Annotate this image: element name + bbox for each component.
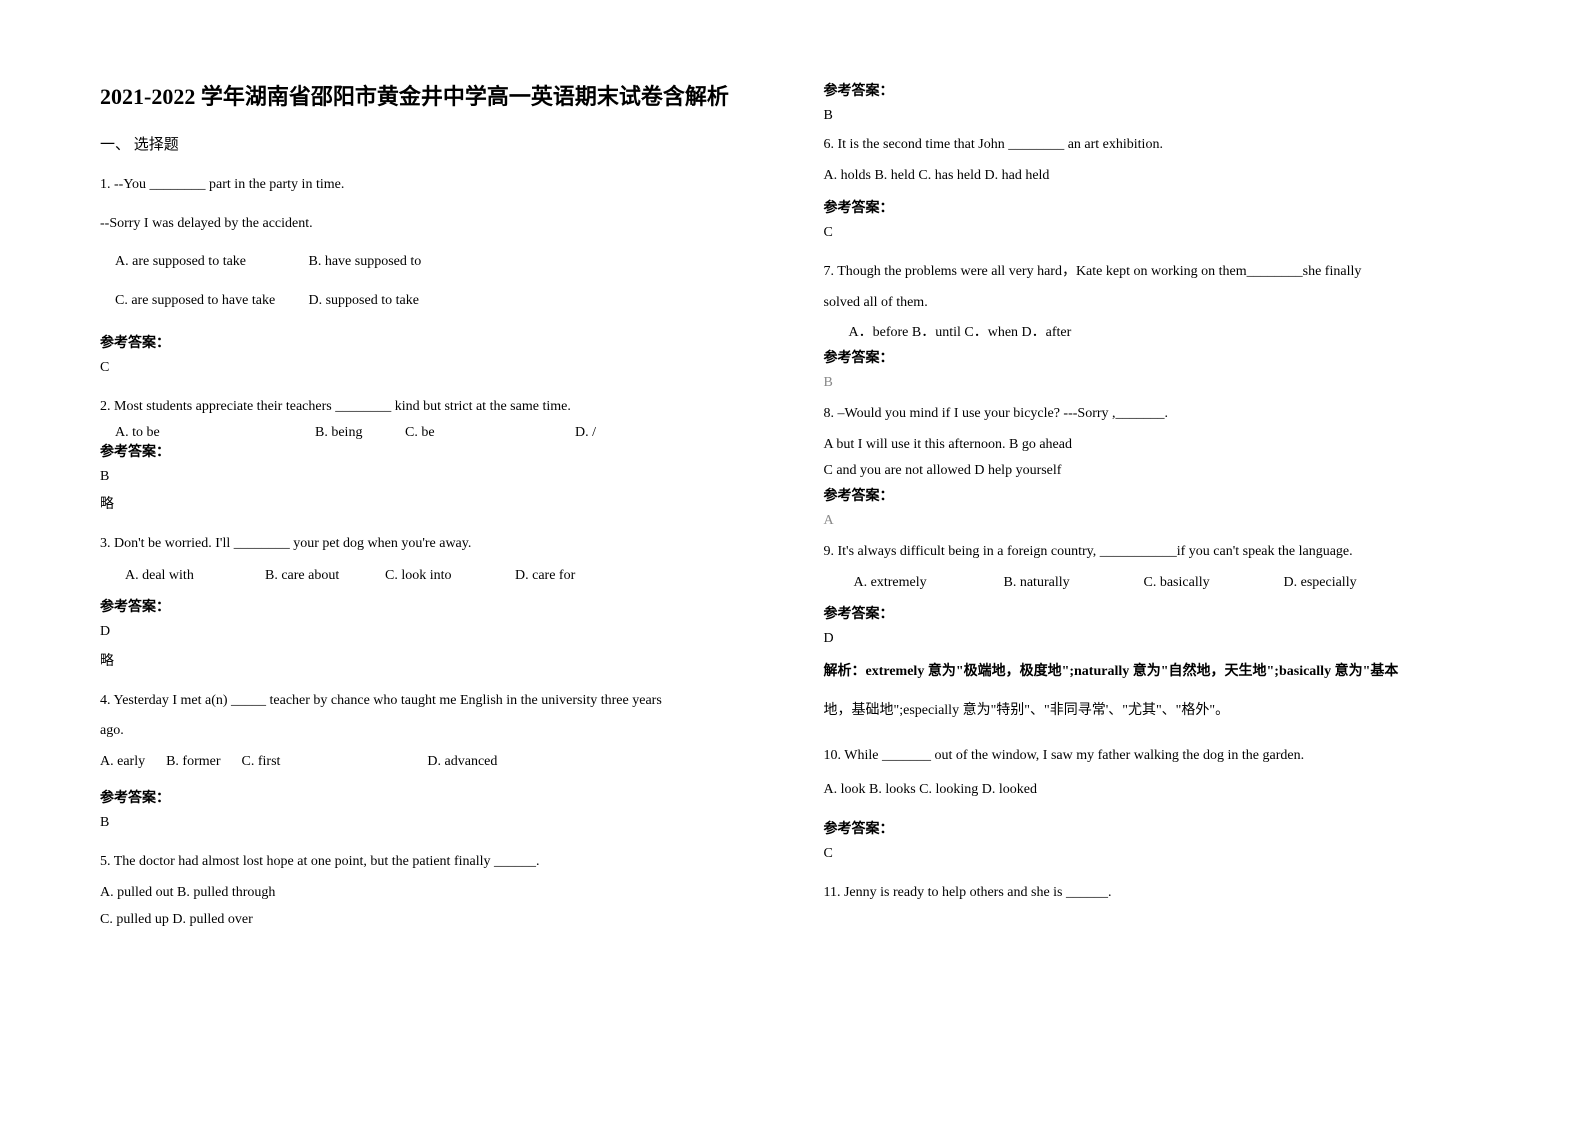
- q5-answer: B: [824, 108, 1488, 124]
- q9-explain2: 地，基础地";especially 意为"特别"、"非同寻常'、"尤其"、"格外…: [824, 698, 1488, 725]
- q5-opts2: C. pulled up D. pulled over: [100, 907, 764, 934]
- q6-options: A. holds B. held C. has held D. had held: [824, 163, 1488, 190]
- q9-explain1: 解析：extremely 意为"极端地，极度地";naturally 意为"自然…: [824, 659, 1488, 686]
- answer-label: 参考答案：: [100, 596, 764, 616]
- right-column: 参考答案： B 6. It is the second time that Jo…: [824, 80, 1488, 951]
- q8-opts1: A but I will use it this afternoon. B go…: [824, 432, 1488, 459]
- answer-label: 参考答案：: [100, 787, 764, 807]
- question-11: 11. Jenny is ready to help others and sh…: [824, 880, 1488, 907]
- answer-label: 参考答案：: [824, 347, 1488, 367]
- q5-text: 5. The doctor had almost lost hope at on…: [100, 849, 764, 876]
- document-title: 2021-2022 学年湖南省邵阳市黄金井中学高一英语期末试卷含解析: [100, 80, 764, 113]
- q10-answer: C: [824, 846, 1488, 862]
- q9-optD: D. especially: [1284, 575, 1357, 591]
- q2-options: A. to be B. being C. be D. /: [100, 425, 764, 441]
- q7-options: A．before B．until C．when D．after: [824, 320, 1488, 347]
- question-9: 9. It's always difficult being in a fore…: [824, 539, 1488, 725]
- q9-optC: C. basically: [1144, 575, 1284, 591]
- q7-line2: solved all of them.: [824, 290, 1488, 317]
- q1-optD: D. supposed to take: [309, 293, 419, 308]
- answer-label: 参考答案：: [100, 332, 764, 352]
- q4-options: A. early B. former C. first D. advanced: [100, 749, 764, 776]
- q4-line1: 4. Yesterday I met a(n) _____ teacher by…: [100, 688, 764, 715]
- q2-optD: D. /: [575, 425, 596, 441]
- q8-opts2: C and you are not allowed D help yoursel…: [824, 458, 1488, 485]
- question-4: 4. Yesterday I met a(n) _____ teacher by…: [100, 688, 764, 832]
- q2-text: 2. Most students appreciate their teache…: [100, 394, 764, 421]
- q8-text: 8. –Would you mind if I use your bicycle…: [824, 401, 1488, 428]
- q9-text: 9. It's always difficult being in a fore…: [824, 539, 1488, 566]
- q3-answer: D: [100, 624, 764, 640]
- q9-answer: D: [824, 631, 1488, 647]
- answer-label: 参考答案：: [824, 197, 1488, 217]
- q3-omit: 略: [100, 650, 764, 670]
- q2-optB: B. being: [315, 425, 405, 441]
- q7-line1: 7. Though the problems were all very har…: [824, 259, 1488, 286]
- question-5: 5. The doctor had almost lost hope at on…: [100, 849, 764, 933]
- q9-optA: A. extremely: [854, 575, 1004, 591]
- q7-answer: B: [824, 375, 1488, 391]
- left-column: 2021-2022 学年湖南省邵阳市黄金井中学高一英语期末试卷含解析 一、 选择…: [100, 80, 764, 951]
- q6-answer: C: [824, 225, 1488, 241]
- exam-page: 2021-2022 学年湖南省邵阳市黄金井中学高一英语期末试卷含解析 一、 选择…: [100, 80, 1487, 951]
- q3-text: 3. Don't be worried. I'll ________ your …: [100, 531, 764, 558]
- q2-optA: A. to be: [115, 425, 315, 441]
- question-7: 7. Though the problems were all very har…: [824, 259, 1488, 391]
- question-10: 10. While _______ out of the window, I s…: [824, 743, 1488, 862]
- q9-optB: B. naturally: [1004, 575, 1144, 591]
- q1-line2: --Sorry I was delayed by the accident.: [100, 211, 764, 238]
- q3-options: A. deal with B. care about C. look into …: [100, 568, 764, 584]
- q3-optB: B. care about: [265, 568, 385, 584]
- q4-answer: B: [100, 815, 764, 831]
- q1-optA: A. are supposed to take: [115, 249, 305, 276]
- answer-label: 参考答案：: [100, 441, 764, 461]
- question-3: 3. Don't be worried. I'll ________ your …: [100, 531, 764, 670]
- q1-optB: B. have supposed to: [309, 254, 422, 269]
- q3-optD: D. care for: [515, 568, 575, 584]
- question-6: 6. It is the second time that John _____…: [824, 132, 1488, 241]
- q1-options-row1: A. are supposed to take B. have supposed…: [100, 249, 764, 276]
- q8-answer: A: [824, 513, 1488, 529]
- answer-label: 参考答案：: [824, 485, 1488, 505]
- q4-line2: ago.: [100, 718, 764, 745]
- answer-label: 参考答案：: [824, 80, 1488, 100]
- q1-options-row2: C. are supposed to have take D. supposed…: [100, 288, 764, 315]
- q3-optC: C. look into: [385, 568, 515, 584]
- question-2: 2. Most students appreciate their teache…: [100, 394, 764, 513]
- question-8: 8. –Would you mind if I use your bicycle…: [824, 401, 1488, 529]
- q1-optC: C. are supposed to have take: [115, 288, 305, 315]
- q10-options: A. look B. looks C. looking D. looked: [824, 777, 1488, 804]
- q6-text: 6. It is the second time that John _____…: [824, 132, 1488, 159]
- q2-answer: B: [100, 469, 764, 485]
- question-1: 1. --You ________ part in the party in t…: [100, 172, 764, 376]
- q2-optC: C. be: [405, 425, 575, 441]
- q1-answer: C: [100, 360, 764, 376]
- q9-options: A. extremely B. naturally C. basically D…: [824, 575, 1488, 591]
- answer-label: 参考答案：: [824, 818, 1488, 838]
- q2-omit: 略: [100, 493, 764, 513]
- q3-optA: A. deal with: [125, 568, 265, 584]
- q11-text: 11. Jenny is ready to help others and sh…: [824, 880, 1488, 907]
- section-heading: 一、 选择题: [100, 133, 764, 154]
- answer-label: 参考答案：: [824, 603, 1488, 623]
- q5-opts1: A. pulled out B. pulled through: [100, 880, 764, 907]
- q1-line1: 1. --You ________ part in the party in t…: [100, 172, 764, 199]
- q10-text: 10. While _______ out of the window, I s…: [824, 743, 1488, 770]
